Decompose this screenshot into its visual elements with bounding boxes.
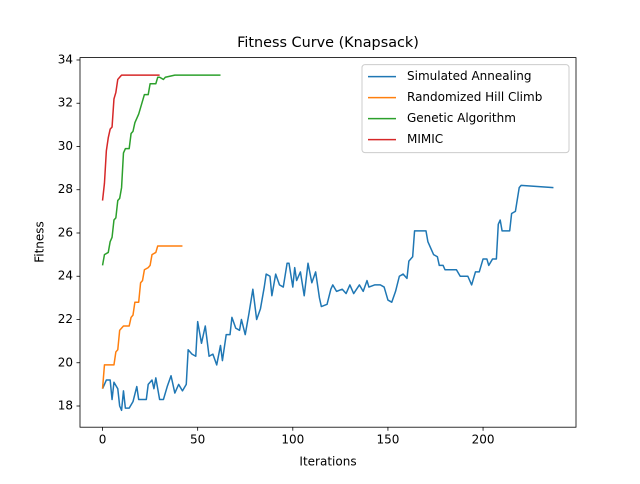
x-tick-label: 150 [376, 433, 399, 447]
y-tick-label: 18 [58, 399, 73, 413]
plot-frame [79, 57, 577, 428]
y-tick-label: 22 [58, 312, 73, 326]
series-line [101, 74, 221, 266]
legend-label: Simulated Annealing [407, 69, 532, 83]
y-tick-label: 30 [58, 139, 73, 153]
y-tick-label: 20 [58, 355, 73, 369]
x-tick-label: 200 [472, 433, 495, 447]
legend-label: Genetic Algorithm [407, 111, 516, 125]
y-axis-label: Fitness [33, 221, 47, 263]
chart-title: Fitness Curve (Knapsack) [237, 35, 419, 51]
y-tick-label: 32 [58, 96, 73, 110]
x-tick-label: 100 [281, 433, 304, 447]
y-tick-label: 24 [58, 269, 73, 283]
legend: Simulated Annealing Randomized Hill Climb… [361, 64, 570, 154]
series-line [101, 74, 160, 201]
series-line [101, 184, 554, 412]
x-axis-label: Iterations [299, 455, 356, 469]
y-tick-label: 34 [58, 52, 73, 66]
legend-label: MIMIC [407, 132, 443, 146]
series-line [101, 245, 183, 389]
y-tick-label: 28 [58, 182, 73, 196]
x-tick-label: 0 [99, 433, 107, 447]
legend-label: Randomized Hill Climb [407, 90, 542, 104]
legend-box [361, 64, 570, 154]
x-tick-label: 50 [190, 433, 205, 447]
y-tick-label: 26 [58, 225, 73, 239]
